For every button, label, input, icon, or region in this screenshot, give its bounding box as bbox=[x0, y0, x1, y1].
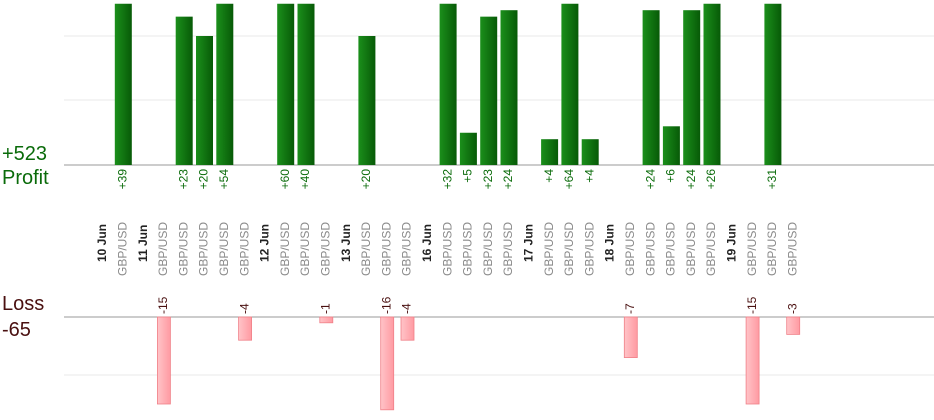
profit-bar bbox=[683, 10, 701, 166]
date-label: 16 Jun bbox=[420, 224, 434, 262]
profit-bar bbox=[480, 16, 498, 166]
profit-value-label: +31 bbox=[765, 169, 779, 190]
loss-value-label: -3 bbox=[785, 303, 799, 314]
grid-layer bbox=[64, 35, 934, 376]
profit-value-label: +4 bbox=[582, 169, 596, 183]
symbol-label: GBP/USD bbox=[298, 222, 312, 276]
symbol-label: GBP/USD bbox=[318, 222, 332, 276]
profit-value-label: +32 bbox=[440, 169, 454, 190]
loss-bar bbox=[786, 316, 801, 335]
profit-bar bbox=[541, 139, 559, 165]
loss-bar bbox=[156, 316, 171, 405]
date-label: 17 Jun bbox=[521, 224, 535, 262]
profit-value-label: +24 bbox=[501, 169, 515, 190]
symbol-label: GBP/USD bbox=[400, 222, 414, 276]
profit-bar bbox=[581, 139, 599, 165]
profit-bar bbox=[175, 16, 193, 166]
symbol-label: GBP/USD bbox=[643, 222, 657, 276]
symbol-label: GBP/USD bbox=[440, 222, 454, 276]
profit-value-label: +40 bbox=[298, 169, 312, 190]
loss-value-label: -7 bbox=[623, 303, 637, 314]
profit-bar bbox=[297, 3, 315, 165]
symbol-label: GBP/USD bbox=[765, 222, 779, 276]
profit-total: +523 bbox=[2, 143, 48, 165]
profit-value-label: +23 bbox=[481, 169, 495, 190]
profit-bar bbox=[662, 126, 680, 165]
bars-layer bbox=[114, 3, 801, 411]
profit-value-label: +6 bbox=[664, 169, 678, 183]
profit-value-label: +5 bbox=[461, 169, 475, 183]
symbol-label: GBP/USD bbox=[461, 222, 475, 276]
date-label: 12 Jun bbox=[258, 224, 272, 262]
profit-label: Profit bbox=[2, 167, 49, 189]
date-label: 19 Jun bbox=[724, 224, 738, 262]
symbol-label: GBP/USD bbox=[176, 222, 190, 276]
symbol-label: GBP/USD bbox=[237, 222, 251, 276]
profit-bar bbox=[764, 3, 782, 165]
profit-bar bbox=[561, 3, 579, 165]
loss-bar bbox=[745, 316, 760, 405]
symbol-label: GBP/USD bbox=[562, 222, 576, 276]
profit-bar bbox=[216, 3, 234, 165]
symbol-label: GBP/USD bbox=[704, 222, 718, 276]
symbol-label: GBP/USD bbox=[501, 222, 515, 276]
symbol-label: GBP/USD bbox=[278, 222, 292, 276]
profit-value-label: +39 bbox=[115, 169, 129, 190]
symbol-label: GBP/USD bbox=[379, 222, 393, 276]
profit-bar bbox=[642, 10, 660, 166]
symbol-label: GBP/USD bbox=[197, 222, 211, 276]
symbol-label: GBP/USD bbox=[359, 222, 373, 276]
symbol-label: GBP/USD bbox=[217, 222, 231, 276]
date-label: 11 Jun bbox=[136, 225, 150, 262]
profit-value-label: +24 bbox=[684, 169, 698, 190]
profit-value-label: +64 bbox=[562, 169, 576, 190]
symbol-label: GBP/USD bbox=[684, 222, 698, 276]
profit-bar bbox=[114, 3, 132, 165]
profit-value-label: +23 bbox=[176, 169, 190, 190]
symbol-label: GBP/USD bbox=[745, 222, 759, 276]
symbol-label: GBP/USD bbox=[481, 222, 495, 276]
profit-bar bbox=[277, 3, 295, 165]
profit-value-label: +54 bbox=[217, 169, 231, 190]
symbol-label: GBP/USD bbox=[623, 222, 637, 276]
date-label: 18 Jun bbox=[603, 224, 617, 262]
profit-bar bbox=[358, 36, 376, 165]
symbol-label: GBP/USD bbox=[785, 222, 799, 276]
profit-value-label: +60 bbox=[278, 169, 292, 190]
profit-value-label: +20 bbox=[359, 169, 373, 190]
loss-bar bbox=[400, 316, 415, 341]
profit-value-label: +20 bbox=[197, 169, 211, 190]
symbol-label: GBP/USD bbox=[664, 222, 678, 276]
loss-bar bbox=[238, 316, 253, 341]
loss-total: -65 bbox=[2, 319, 31, 341]
loss-label: Loss bbox=[2, 293, 45, 315]
loss-value-label: -16 bbox=[379, 296, 393, 314]
symbol-label: GBP/USD bbox=[156, 222, 170, 276]
profit-bar bbox=[439, 3, 457, 165]
profit-value-label: +26 bbox=[704, 169, 718, 190]
loss-value-label: -15 bbox=[745, 296, 759, 314]
loss-value-label: -4 bbox=[237, 303, 251, 314]
profit-bar bbox=[500, 10, 518, 166]
date-label: 13 Jun bbox=[339, 224, 353, 262]
date-label: 10 Jun bbox=[95, 224, 109, 262]
labels-layer: 10 Jun GBP/USD +39 11 Jun GBP/USD -15 GBP/USD +… bbox=[95, 169, 799, 314]
profit-bar bbox=[196, 36, 213, 165]
loss-bar bbox=[380, 316, 395, 411]
loss-value-label: -4 bbox=[400, 303, 414, 314]
symbol-label: GBP/USD bbox=[542, 222, 556, 276]
profit-bar bbox=[459, 132, 477, 165]
loss-value-label: -1 bbox=[318, 303, 332, 314]
loss-bar bbox=[319, 316, 334, 324]
symbol-label: GBP/USD bbox=[115, 222, 129, 276]
loss-bar bbox=[623, 316, 638, 358]
profit-bar bbox=[703, 3, 721, 165]
profit-value-label: +4 bbox=[542, 169, 556, 183]
symbol-label: GBP/USD bbox=[582, 222, 596, 276]
profit-value-label: +24 bbox=[643, 169, 657, 190]
loss-value-label: -15 bbox=[156, 296, 170, 314]
